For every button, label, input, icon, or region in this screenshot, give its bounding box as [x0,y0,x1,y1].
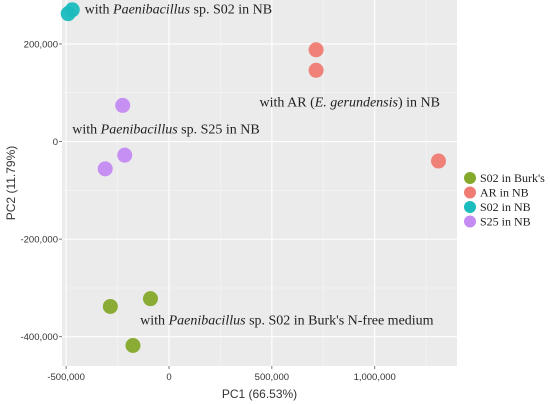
point-ar-in-nb [308,42,324,58]
annotation-label: with Paenibacillus sp. S02 in Burk's N-f… [140,314,434,329]
point-s25-in-nb [97,161,113,177]
point-ar-in-nb [430,153,446,169]
point-s02-in-burk-s [142,291,158,307]
legend-label: S02 in Burk's [480,171,545,185]
point-s02-in-burk-s [102,298,118,314]
x-tick-label: 0 [166,372,171,383]
point-s25-in-nb [117,147,133,163]
legend-label: S02 in NB [480,200,531,214]
point-s25-in-nb [115,97,131,113]
point-s02-in-nb [64,2,80,18]
annotation-label: with Paenibacillus sp. S25 in NB [72,123,259,138]
grid-major [62,0,457,366]
legend-label: S25 in NB [480,215,531,229]
annotation-label: with AR (E. gerundensis) in NB [260,95,440,110]
legend-swatch [464,201,476,213]
x-tick-label: -500,000 [47,372,85,383]
annotation-label: with Paenibacillus sp. S02 in NB [85,3,272,18]
x-tick-label: 1,000,000 [354,372,396,383]
x-axis-label: PC1 (66.53%) [222,387,297,401]
y-axis-ticks: -400,000 -200,000 0 200,000 [20,39,62,343]
y-tick-label: 200,000 [24,39,58,50]
y-tick-label: 0 [53,137,58,148]
grid-minor [62,0,457,366]
legend-swatch [464,186,476,199]
legend-swatch [464,172,476,184]
y-tick-label: -400,000 [20,332,58,343]
point-s02-in-burk-s [125,338,141,354]
y-tick-label: -200,000 [20,235,58,246]
point-ar-in-nb [308,62,324,78]
x-axis-ticks: -500,000 0 500,000 1,000,000 [47,366,396,383]
legend-label: AR in NB [480,186,529,200]
data-points [60,2,446,354]
plot-panel [62,0,457,366]
legend-swatch [464,215,476,228]
y-axis-label: PC2 (11.79%) [4,146,18,220]
x-tick-label: 500,000 [255,372,289,383]
annotations: with Paenibacillus sp. S02 in NB with AR … [72,3,440,329]
